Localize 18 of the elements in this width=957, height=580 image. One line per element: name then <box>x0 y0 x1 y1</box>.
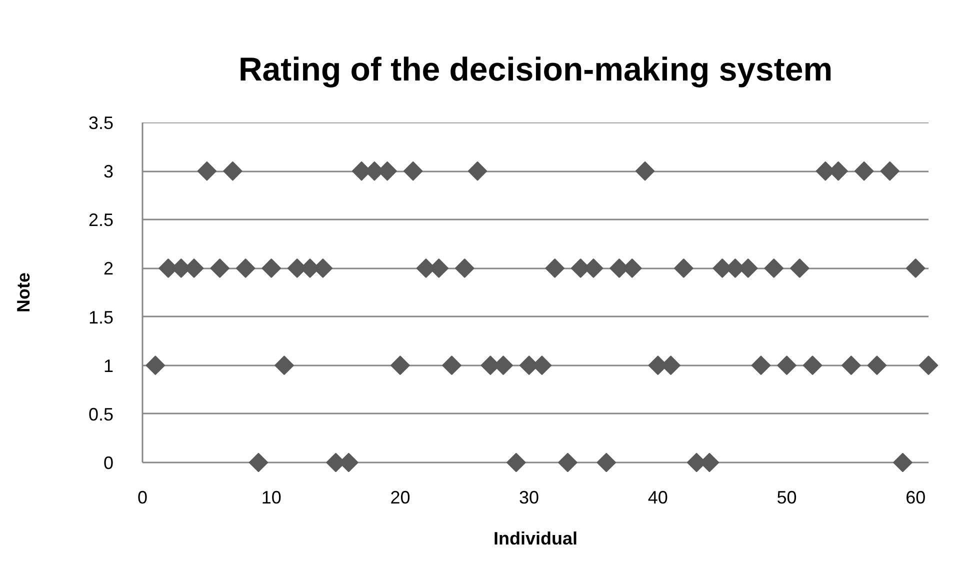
x-tick-label: 30 <box>519 488 540 508</box>
y-tick-label: 1 <box>103 356 114 376</box>
y-tick-label: 0.5 <box>88 404 114 424</box>
y-tick-label: 1.5 <box>88 307 114 328</box>
y-tick-label: 2.5 <box>88 210 114 230</box>
y-tick-label: 2 <box>103 258 114 279</box>
y-axis-title: Note <box>13 272 34 312</box>
y-tick-label: 3 <box>103 162 114 182</box>
x-tick-label: 20 <box>390 488 410 508</box>
chart-title: Rating of the decision-making system <box>238 50 833 88</box>
y-tick-label: 0 <box>103 453 114 473</box>
x-tick-label: 50 <box>776 488 797 508</box>
x-tick-label: 40 <box>648 488 668 508</box>
x-tick-label: 10 <box>261 488 282 508</box>
x-tick-label: 0 <box>137 488 148 508</box>
x-tick-label: 60 <box>906 488 926 508</box>
x-axis-title: Individual <box>493 528 578 548</box>
y-tick-label: 3.5 <box>88 113 114 133</box>
